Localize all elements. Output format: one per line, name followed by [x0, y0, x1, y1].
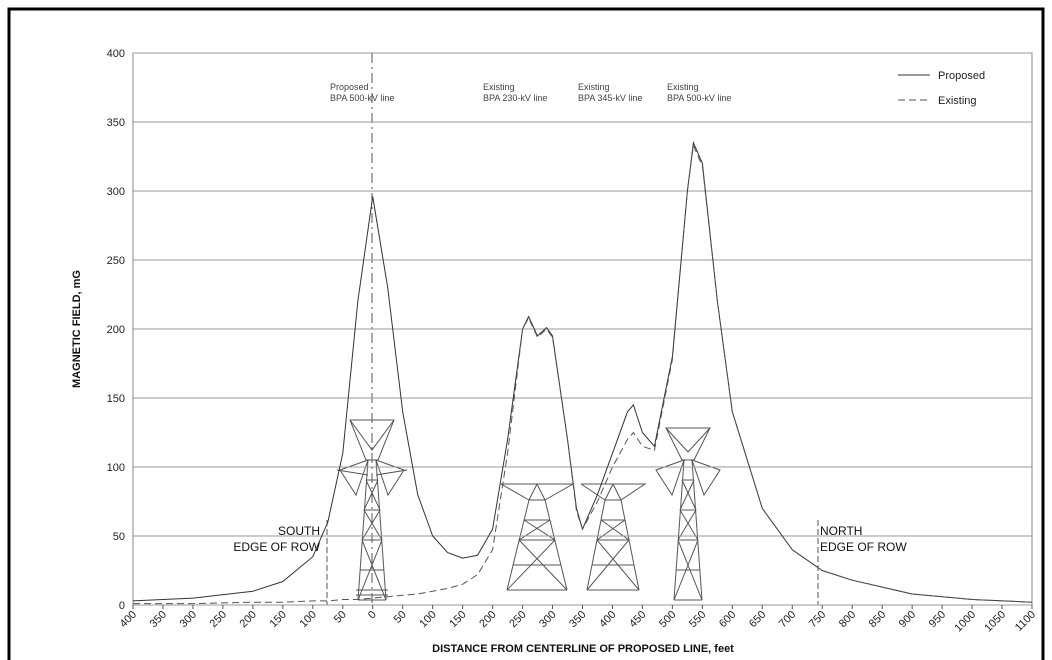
- x-tick-label: 1050: [982, 609, 1008, 635]
- y-tick-label: 0: [119, 600, 125, 612]
- y-tick-label: 200: [107, 324, 125, 336]
- y-tick-label: 150: [107, 393, 125, 405]
- x-tick-label: 300: [537, 609, 558, 630]
- x-tick-label: 400: [597, 609, 618, 630]
- series-line: [133, 146, 1032, 604]
- x-tick-label: 200: [238, 609, 259, 630]
- x-tick-label: 900: [897, 609, 918, 630]
- x-tick-label: 150: [267, 609, 288, 630]
- series-line: [133, 143, 1032, 603]
- x-axis-title: DISTANCE FROM CENTERLINE OF PROPOSED LIN…: [432, 643, 734, 655]
- x-tick-label: 1000: [952, 609, 978, 635]
- y-tick-label: 100: [107, 462, 125, 474]
- annotation: Existing: [483, 82, 515, 92]
- x-tick-label: 1100: [1013, 609, 1038, 634]
- annotation: Existing: [578, 82, 610, 92]
- x-tick-label: 550: [687, 609, 708, 630]
- x-tick-label: 200: [477, 609, 498, 630]
- y-tick-label: 300: [107, 186, 125, 198]
- annotation: BPA 345-kV line: [578, 93, 642, 103]
- annotation: BPA 230-kV line: [483, 93, 547, 103]
- x-tick-label: 0: [366, 609, 379, 622]
- annotation: SOUTH: [278, 524, 320, 538]
- x-tick-label: 950: [927, 609, 948, 630]
- x-tick-label: 250: [507, 609, 528, 630]
- x-tick-label: 450: [627, 609, 648, 630]
- x-tick-label: 750: [807, 609, 828, 630]
- annotation: Existing: [667, 82, 699, 92]
- y-tick-label: 250: [107, 255, 125, 267]
- x-tick-label: 600: [717, 609, 738, 630]
- annotation: EDGE OF ROW: [820, 540, 907, 554]
- x-tick-label: 350: [567, 609, 588, 630]
- tower: [581, 484, 645, 590]
- annotation: NORTH: [820, 524, 862, 538]
- x-tick-label: 100: [417, 609, 438, 630]
- y-tick-label: 350: [107, 117, 125, 129]
- frame: [9, 9, 1043, 660]
- annotation: BPA 500-kV line: [667, 93, 731, 103]
- x-tick-label: 50: [392, 609, 409, 626]
- y-tick-label: 400: [107, 48, 125, 60]
- annotation: BPA 500-kV line: [330, 93, 394, 103]
- x-tick-label: 50: [332, 609, 349, 626]
- annotation: Proposed: [330, 82, 369, 92]
- y-axis-title: MAGNETIC FIELD, mG: [71, 270, 83, 388]
- y-tick-label: 50: [113, 531, 125, 543]
- x-tick-label: 350: [148, 609, 169, 630]
- legend-label: Proposed: [938, 70, 985, 82]
- x-tick-label: 700: [777, 609, 798, 630]
- x-tick-label: 850: [867, 609, 888, 630]
- legend-label: Existing: [938, 95, 977, 107]
- x-tick-label: 650: [747, 609, 768, 630]
- x-tick-label: 300: [178, 609, 199, 630]
- x-tick-label: 800: [837, 609, 858, 630]
- x-tick-label: 150: [447, 609, 468, 630]
- tower: [656, 428, 720, 600]
- x-tick-label: 500: [657, 609, 678, 630]
- x-tick-label: 250: [208, 609, 229, 630]
- annotation: EDGE OF ROW: [233, 540, 320, 554]
- towers: [337, 420, 720, 600]
- tower: [501, 484, 573, 590]
- chart: DISTANCE FROM CENTERLINE OF PROPOSED LIN…: [0, 0, 1052, 660]
- x-tick-label: 100: [297, 609, 318, 630]
